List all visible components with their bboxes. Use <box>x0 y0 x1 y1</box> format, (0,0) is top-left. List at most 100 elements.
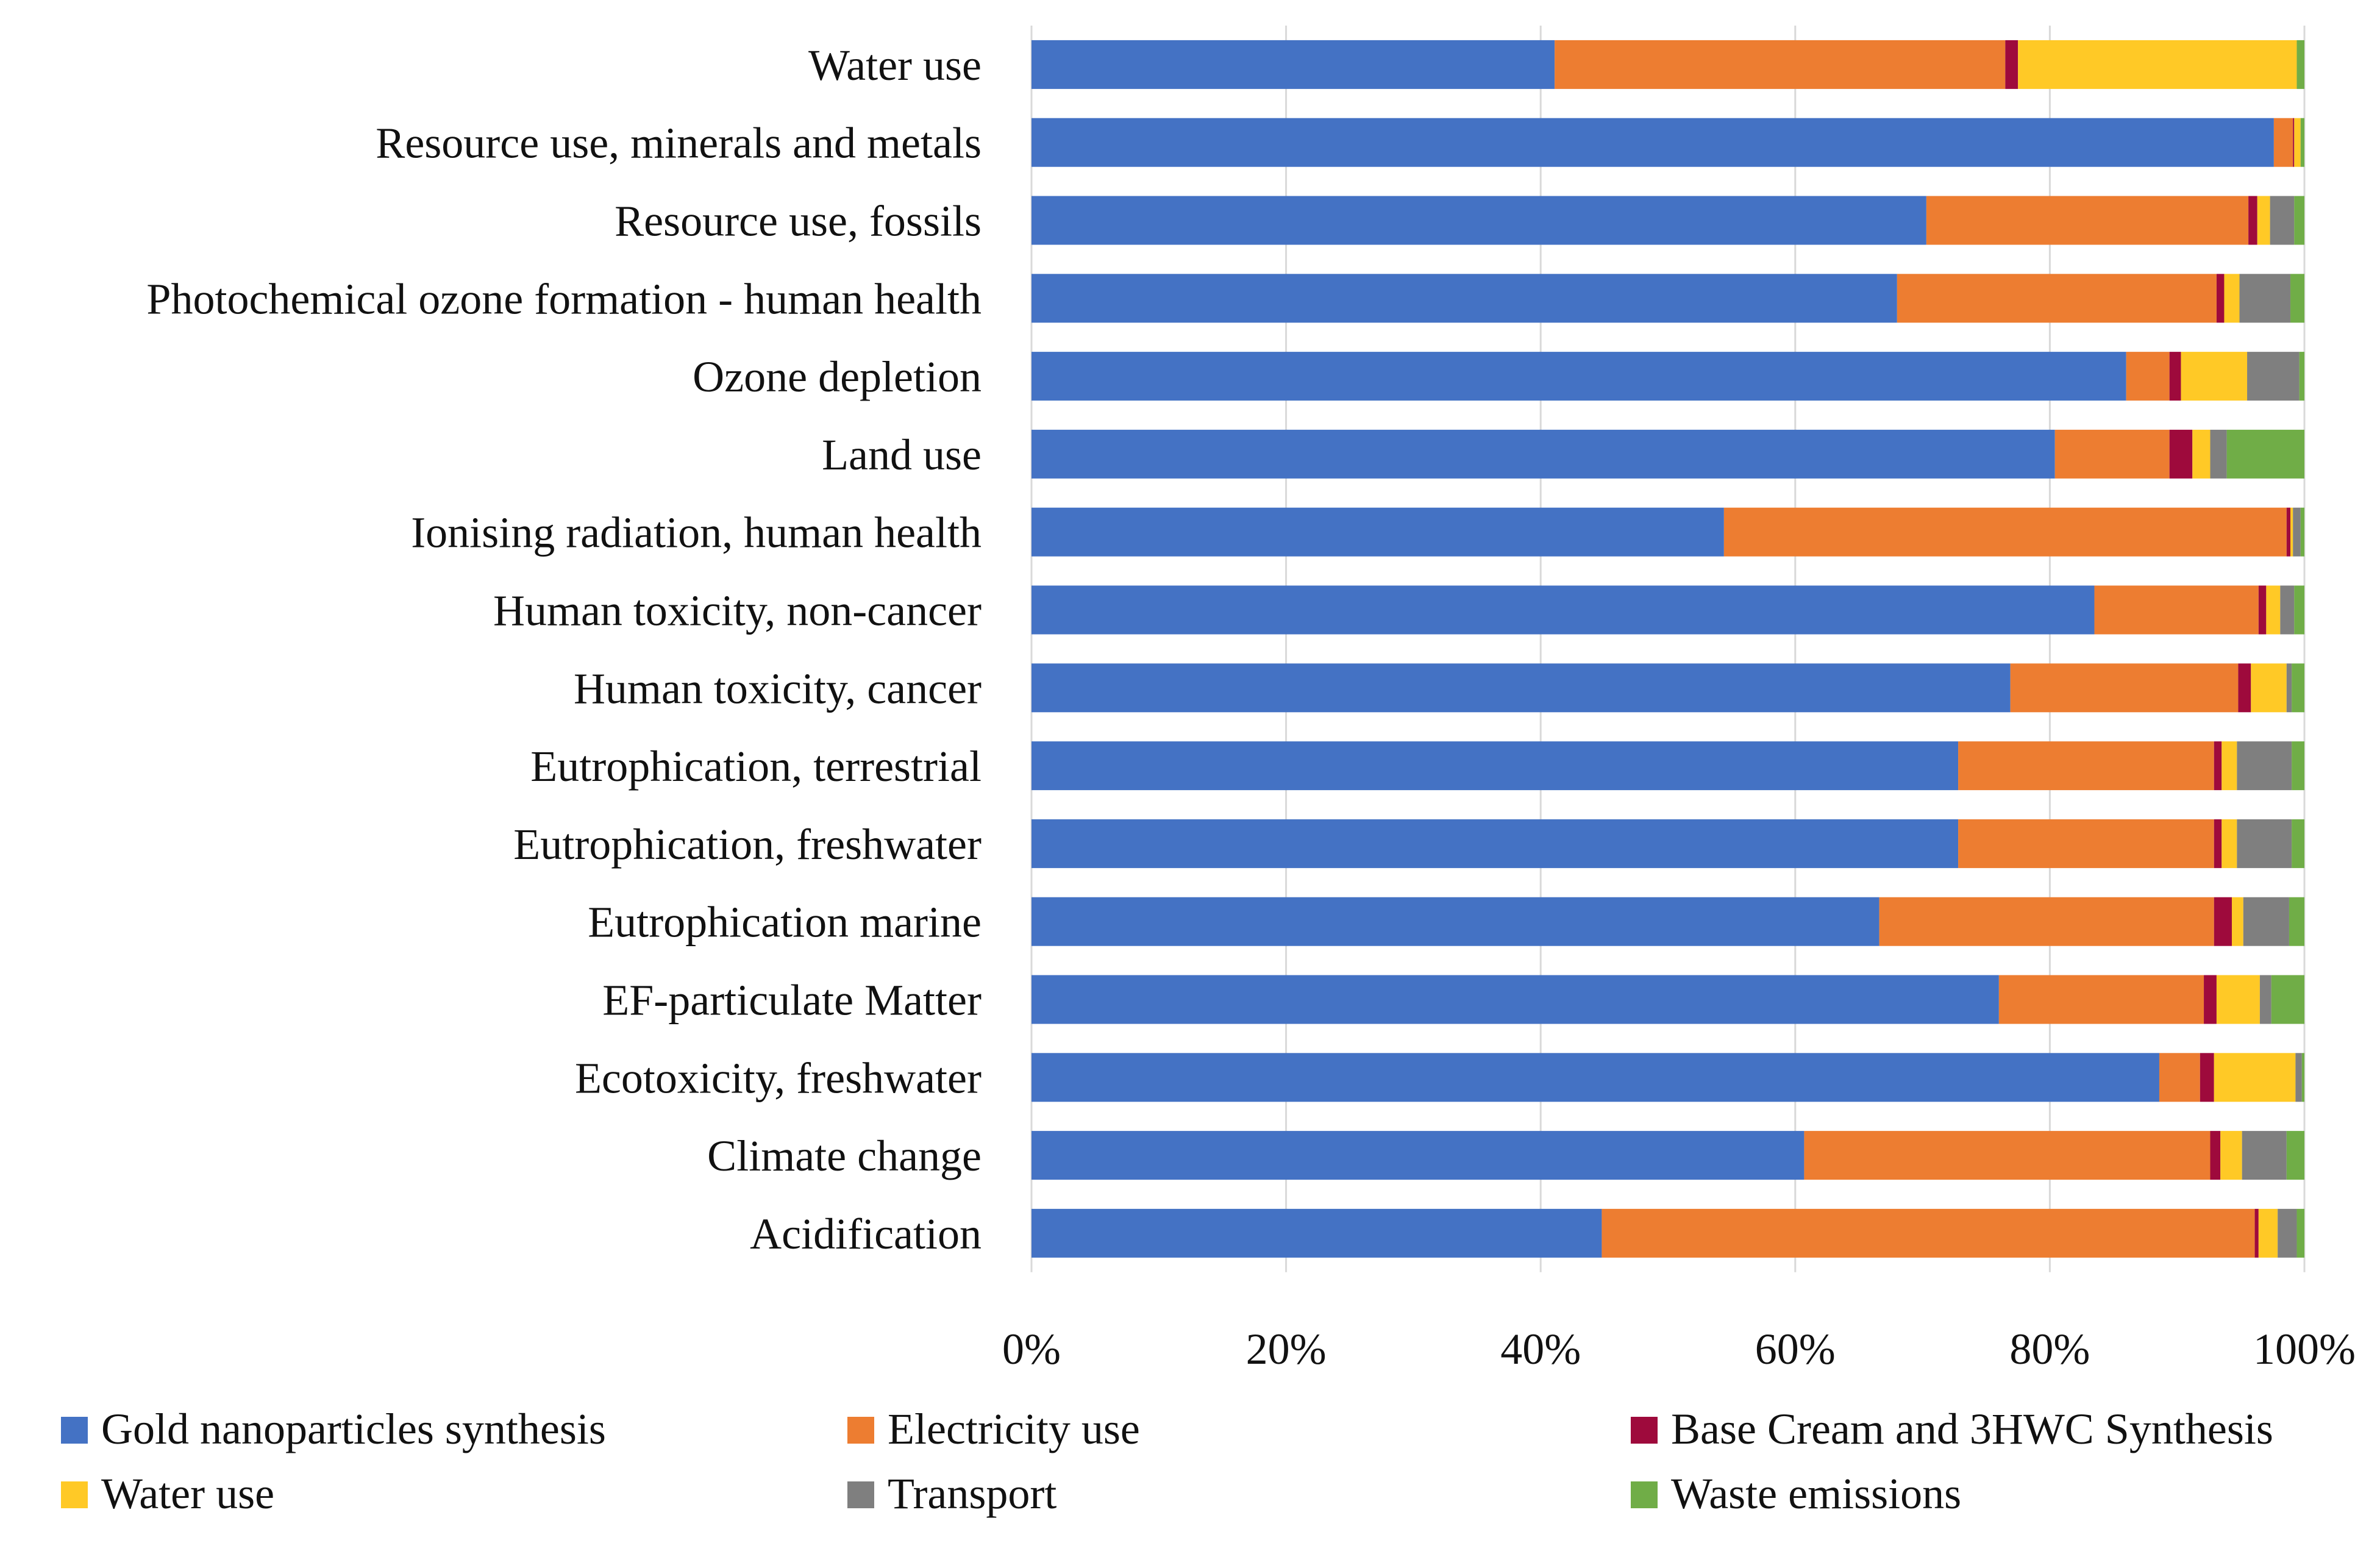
x-tick-label: 80% <box>2009 1325 2090 1374</box>
bar-segment <box>2294 585 2304 635</box>
bar-segment <box>1031 40 1555 89</box>
bar-segment <box>1958 741 2214 791</box>
bar-segment <box>2296 40 2304 89</box>
bar-segment <box>2294 196 2304 245</box>
legend-label: Waste emissions <box>1671 1469 1961 1518</box>
bar-segment <box>1031 429 2055 479</box>
bar-segment <box>1031 819 1959 868</box>
bar-segment <box>2010 663 2239 713</box>
bar-segment <box>1555 40 2006 89</box>
bar-segment <box>2018 40 2297 89</box>
bar-segment <box>2214 819 2222 868</box>
bar-segment <box>1958 819 2214 868</box>
bar-segment <box>1998 975 2204 1024</box>
bar-segment <box>2266 585 2281 635</box>
bar-segment <box>2094 585 2259 635</box>
category-label: Resource use, minerals and metals <box>376 119 982 168</box>
legend-label: Electricity use <box>888 1405 1140 1453</box>
bar-segment <box>2251 663 2287 713</box>
bar-segment <box>2293 507 2301 557</box>
bar-segment <box>2192 429 2211 479</box>
legend-label: Water use <box>101 1469 274 1518</box>
bars <box>1031 40 2304 1258</box>
category-label: Eutrophication marine <box>588 898 982 947</box>
bar-segment <box>2210 1131 2221 1180</box>
legend-label: Transport <box>888 1469 1056 1518</box>
category-label: Ozone depletion <box>693 352 982 401</box>
legend-swatch <box>847 1481 874 1508</box>
bar-segment <box>2296 1208 2304 1258</box>
category-label: Resource use, fossils <box>615 197 982 246</box>
bar-segment <box>1804 1131 2211 1180</box>
bar-segment <box>1031 663 2011 713</box>
x-tick-label: 40% <box>1500 1325 1581 1374</box>
legend-swatch <box>61 1417 88 1444</box>
bar-segment <box>2292 663 2304 713</box>
bar-segment <box>2286 663 2292 713</box>
bar-segment <box>2292 819 2304 868</box>
bar-segment <box>2214 741 2222 791</box>
bar-segment <box>2214 897 2232 946</box>
bar-segment <box>2254 1208 2259 1258</box>
bar-segment <box>1602 1208 2255 1258</box>
bar-segment <box>1723 507 2287 557</box>
category-label: Ionising radiation, human health <box>411 508 982 557</box>
bar-segment <box>2292 741 2304 791</box>
bar-segment <box>1031 274 1897 323</box>
bar-segment <box>2271 975 2304 1024</box>
bar-segment <box>2300 507 2304 557</box>
bar-segment <box>2237 741 2292 791</box>
bar-segment <box>2295 1053 2302 1102</box>
category-label: Human toxicity, non-cancer <box>493 586 982 635</box>
bar-segment <box>2299 352 2304 401</box>
category-label: Human toxicity, cancer <box>574 664 982 713</box>
bar-segment <box>2258 1208 2278 1258</box>
bar-segment <box>2280 585 2295 635</box>
bar-segment <box>2238 663 2251 713</box>
bar-segment <box>1031 507 1724 557</box>
bar-segment <box>2005 40 2018 89</box>
bar-segment <box>2257 196 2270 245</box>
bar-segment <box>2294 118 2301 167</box>
legend-swatch <box>1631 1417 1658 1444</box>
bar-segment <box>2247 352 2300 401</box>
bar-segment <box>1031 741 1959 791</box>
bar-segment <box>2054 429 2170 479</box>
bar-segment <box>1031 1131 1805 1180</box>
legend-label: Gold nanoparticles synthesis <box>101 1405 606 1453</box>
bar-segment <box>2220 1131 2242 1180</box>
bar-segment <box>1897 274 2217 323</box>
category-label: Photochemical ozone formation - human he… <box>146 274 982 323</box>
bar-segment <box>2169 352 2181 401</box>
bar-segment <box>1031 352 2126 401</box>
category-label: Climate change <box>707 1131 982 1180</box>
bar-segment <box>2221 741 2237 791</box>
bar-segment <box>2293 118 2295 167</box>
bar-segment <box>2243 897 2289 946</box>
bar-segment <box>2290 507 2293 557</box>
bar-segment <box>2231 897 2243 946</box>
category-label: Eutrophication, terrestrial <box>530 742 982 791</box>
bar-segment <box>2181 352 2248 401</box>
bar-segment <box>1879 897 2214 946</box>
bar-segment <box>1031 196 1926 245</box>
bar-segment <box>2210 429 2227 479</box>
bar-segment <box>2226 429 2304 479</box>
bar-segment <box>2159 1053 2200 1102</box>
bar-segment <box>2301 1053 2304 1102</box>
bar-segment <box>2216 975 2260 1024</box>
bar-segment <box>1031 118 2274 167</box>
bar-segment <box>2300 118 2304 167</box>
bar-segment <box>2221 819 2237 868</box>
x-tick-label: 0% <box>1002 1325 1061 1374</box>
category-label: Land use <box>822 430 982 479</box>
x-tick-label: 60% <box>1755 1325 1836 1374</box>
bar-segment <box>2248 196 2257 245</box>
bar-segment <box>2259 975 2271 1024</box>
bar-segment <box>2289 897 2304 946</box>
bar-segment <box>1031 975 1999 1024</box>
bar-segment <box>2200 1053 2214 1102</box>
bar-segment <box>2278 1208 2297 1258</box>
